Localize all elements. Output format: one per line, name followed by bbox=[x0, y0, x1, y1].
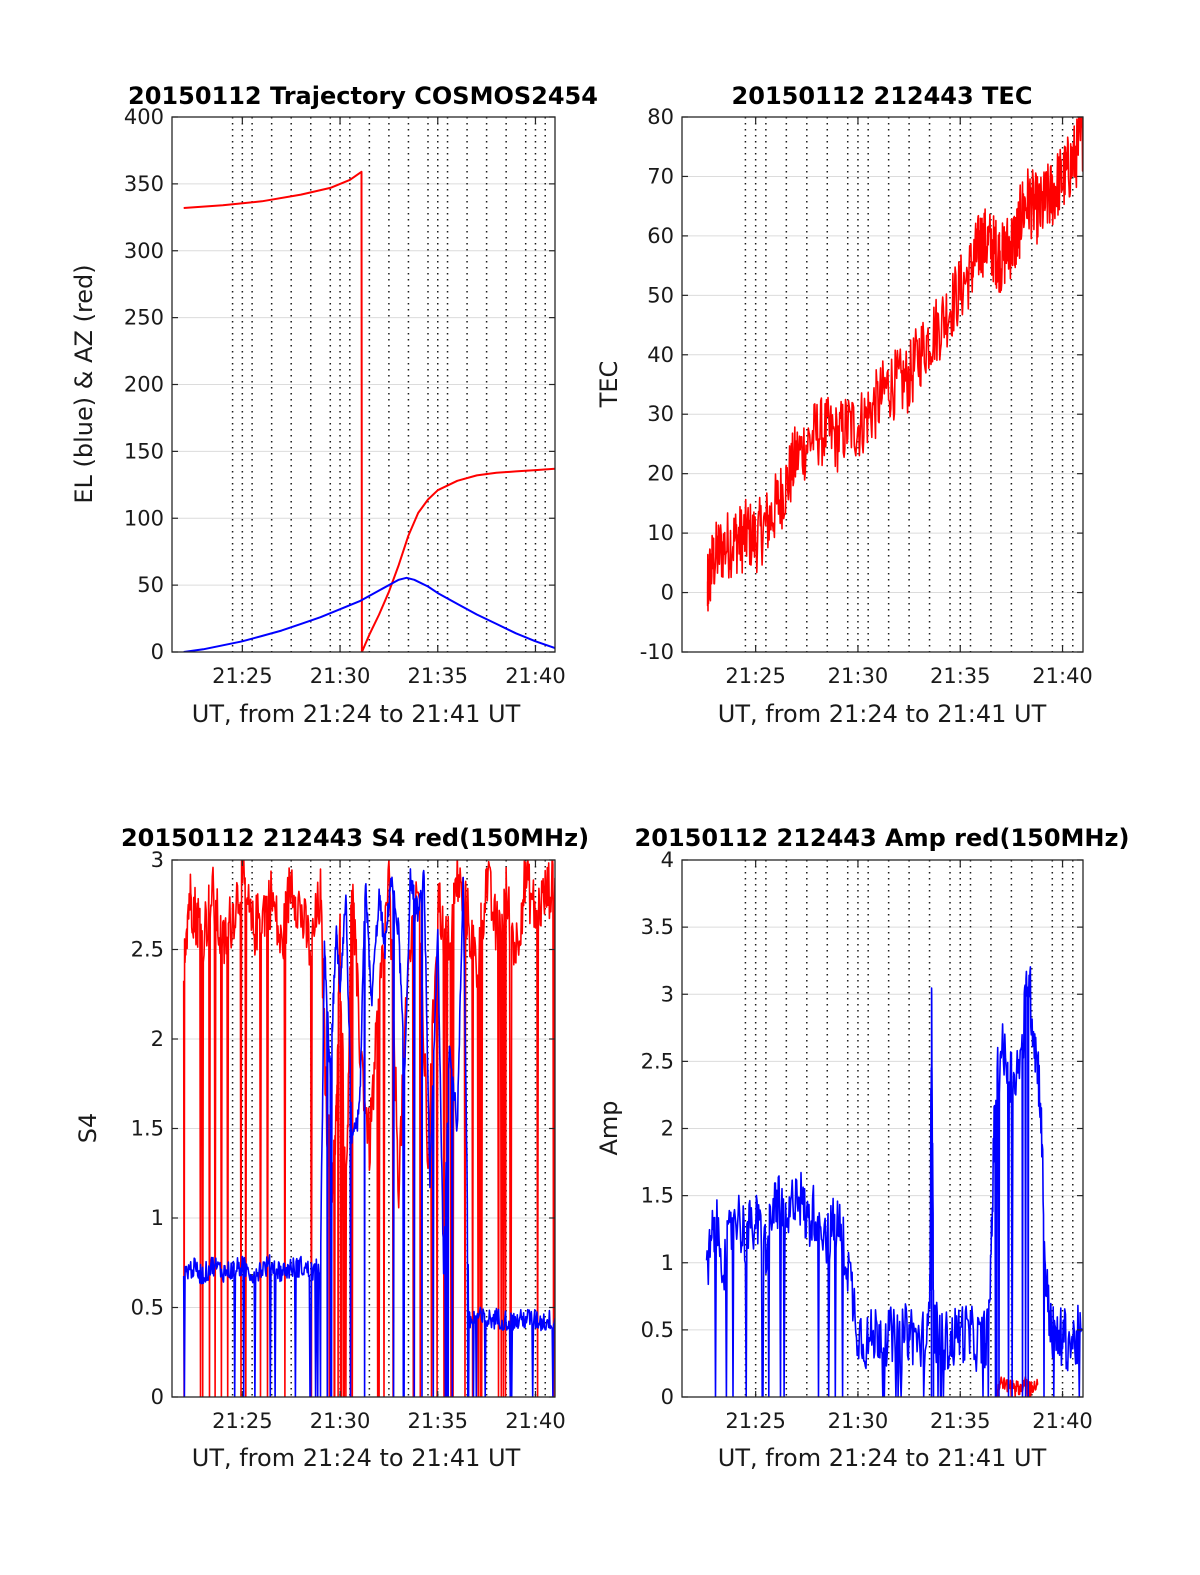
y-tick-label: 4 bbox=[661, 848, 674, 872]
y-tick-label: 2 bbox=[151, 1027, 164, 1051]
series-line-blue bbox=[183, 576, 555, 652]
y-tick-label: 400 bbox=[124, 105, 164, 129]
y-tick-label: 80 bbox=[647, 105, 674, 129]
y-tick-label: 350 bbox=[124, 172, 164, 196]
y-tick-label: 1.5 bbox=[131, 1117, 164, 1141]
y-tick-label: 200 bbox=[124, 373, 164, 397]
chart-title: 20150112 212443 S4 red(150MHz) bbox=[121, 824, 589, 852]
y-axis-label: TEC bbox=[595, 361, 623, 409]
y-tick-label: 2 bbox=[661, 1117, 674, 1141]
y-tick-label: 1 bbox=[151, 1206, 164, 1230]
y-tick-label: 250 bbox=[124, 306, 164, 330]
y-tick-label: 300 bbox=[124, 239, 164, 263]
y-tick-label: -10 bbox=[640, 640, 674, 664]
x-tick-label: 21:35 bbox=[930, 1409, 991, 1433]
x-axis-label: UT, from 21:24 to 21:41 UT bbox=[192, 700, 521, 728]
x-tick-label: 21:35 bbox=[930, 664, 991, 688]
series-line-red bbox=[996, 1376, 1039, 1397]
y-tick-label: 3 bbox=[151, 848, 164, 872]
panel-amp: 20150112 212443 Amp red(150MHz) Amp UT, … bbox=[595, 824, 1129, 1472]
x-tick-label: 21:30 bbox=[828, 664, 889, 688]
y-tick-label: 2.5 bbox=[131, 938, 164, 962]
x-axis-label: UT, from 21:24 to 21:41 UT bbox=[718, 1444, 1047, 1472]
y-axis-label: EL (blue) & AZ (red) bbox=[70, 264, 98, 503]
chart-title: 20150112 Trajectory COSMOS2454 bbox=[128, 82, 598, 110]
x-tick-label: 21:25 bbox=[725, 664, 786, 688]
y-tick-label: 0 bbox=[151, 640, 164, 664]
x-tick-label: 21:25 bbox=[725, 1409, 786, 1433]
x-tick-label: 21:30 bbox=[828, 1409, 889, 1433]
y-tick-label: 60 bbox=[647, 224, 674, 248]
y-tick-label: 0.5 bbox=[641, 1318, 674, 1342]
x-axis-label: UT, from 21:24 to 21:41 UT bbox=[192, 1444, 521, 1472]
y-tick-label: 1.5 bbox=[641, 1184, 674, 1208]
y-tick-label: 0 bbox=[661, 581, 674, 605]
x-tick-label: 21:25 bbox=[212, 664, 273, 688]
y-axis-label: Amp bbox=[595, 1100, 623, 1155]
x-tick-label: 21:35 bbox=[407, 664, 468, 688]
y-tick-label: 0 bbox=[151, 1385, 164, 1409]
series-line-red bbox=[182, 860, 555, 1397]
x-tick-label: 21:40 bbox=[1032, 664, 1093, 688]
y-axis-label: S4 bbox=[74, 1113, 102, 1144]
panel-tec: 20150112 212443 TEC TEC UT, from 21:24 t… bbox=[595, 82, 1093, 728]
panel-trajectory: 20150112 Trajectory COSMOS2454 EL (blue)… bbox=[70, 82, 598, 728]
x-tick-label: 21:35 bbox=[407, 1409, 468, 1433]
x-tick-label: 21:25 bbox=[212, 1409, 273, 1433]
y-tick-label: 0.5 bbox=[131, 1296, 164, 1320]
y-tick-label: 100 bbox=[124, 506, 164, 530]
y-tick-label: 3.5 bbox=[641, 915, 674, 939]
x-tick-label: 21:30 bbox=[310, 664, 371, 688]
y-tick-label: 10 bbox=[647, 521, 674, 545]
y-tick-label: 150 bbox=[124, 439, 164, 463]
y-tick-label: 1 bbox=[661, 1251, 674, 1275]
y-tick-label: 20 bbox=[647, 462, 674, 486]
x-tick-label: 21:30 bbox=[310, 1409, 371, 1433]
x-tick-label: 21:40 bbox=[505, 664, 566, 688]
y-tick-label: 0 bbox=[661, 1385, 674, 1409]
panel-s4: 20150112 212443 S4 red(150MHz) S4 UT, fr… bbox=[74, 824, 589, 1472]
chart-title: 20150112 212443 Amp red(150MHz) bbox=[635, 824, 1130, 852]
y-tick-label: 30 bbox=[647, 402, 674, 426]
x-tick-label: 21:40 bbox=[1032, 1409, 1093, 1433]
y-tick-label: 2.5 bbox=[641, 1049, 674, 1073]
chart-title: 20150112 212443 TEC bbox=[732, 82, 1033, 110]
series-line-red bbox=[183, 170, 555, 652]
y-tick-label: 40 bbox=[647, 343, 674, 367]
series-line-blue bbox=[705, 966, 1083, 1397]
x-axis-label: UT, from 21:24 to 21:41 UT bbox=[718, 700, 1047, 728]
y-tick-label: 50 bbox=[137, 573, 164, 597]
x-tick-label: 21:40 bbox=[505, 1409, 566, 1433]
y-tick-label: 50 bbox=[647, 283, 674, 307]
axes-frame bbox=[681, 116, 1084, 653]
series-line-red bbox=[706, 117, 1083, 612]
series-line-blue bbox=[182, 868, 555, 1397]
y-tick-label: 3 bbox=[661, 982, 674, 1006]
y-tick-label: 70 bbox=[647, 164, 674, 188]
